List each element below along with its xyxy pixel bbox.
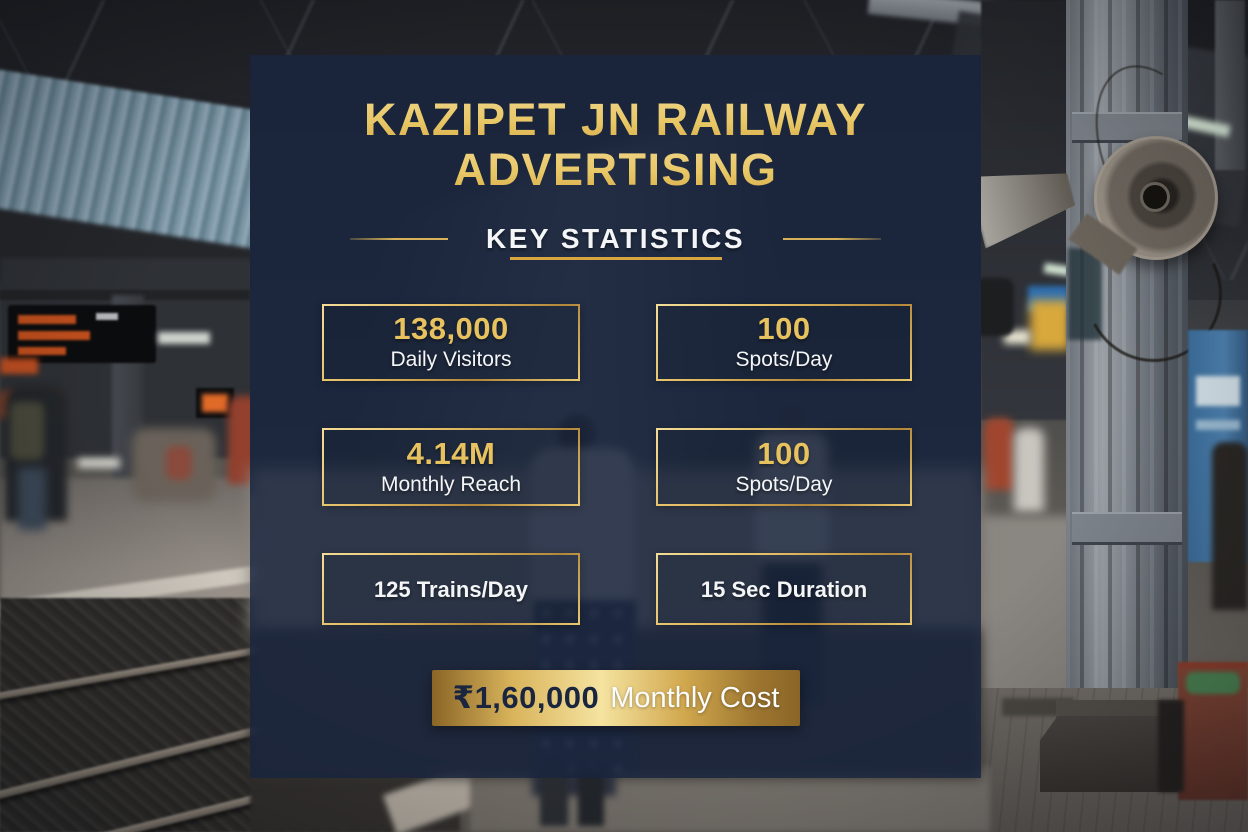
train-stripe <box>1196 420 1240 430</box>
led-clock-digits <box>96 313 118 320</box>
subtitle-text: KEY STATISTICS <box>485 223 746 254</box>
subtitle-underline <box>509 257 722 260</box>
led-text-row <box>18 347 66 355</box>
passenger-silhouette <box>984 418 1014 490</box>
stat-label: 15 Sec Duration <box>700 576 868 602</box>
stat-value: 100 <box>757 435 811 471</box>
passenger-silhouette <box>18 468 46 530</box>
stat-value: 138,000 <box>393 311 509 346</box>
walking-passenger <box>1212 442 1248 610</box>
led-text-row <box>18 315 76 324</box>
pillar-paint-patch <box>1068 248 1102 340</box>
stat-value: 100 <box>757 311 811 346</box>
stats-grid: 138,000 Daily Visitors 100 Spots/Day 4.1… <box>322 304 912 625</box>
led-text-row <box>18 331 90 340</box>
led-sign-glow <box>0 358 38 374</box>
fluorescent-light <box>78 458 120 468</box>
fluorescent-light <box>158 332 210 344</box>
stat-box-monthly-reach: 4.14M Monthly Reach <box>322 428 580 506</box>
subtitle-row: KEY STATISTICS <box>250 219 981 259</box>
cost-banner: ₹1,60,000 Monthly Cost <box>432 670 800 726</box>
stat-label: Spots/Day <box>735 472 833 496</box>
dark-box <box>1158 700 1184 792</box>
stat-box-spot-duration: 15 Sec Duration <box>656 553 912 625</box>
stat-label: Monthly Reach <box>380 472 522 496</box>
backpack <box>10 402 44 460</box>
coach-indicator-board <box>196 388 234 418</box>
cost-amount: ₹1,60,000 <box>452 680 600 715</box>
stat-label: Spots/Day <box>735 348 833 371</box>
stat-box-daily-visitors: 138,000 Daily Visitors <box>322 304 580 381</box>
pillar-strap <box>1072 512 1182 545</box>
title-line-2: ADVERTISING <box>250 145 981 195</box>
stat-box-spots-per-day-1: 100 Spots/Day <box>656 304 912 381</box>
stats-panel: KAZIPET JN RAILWAY ADVERTISING KEY STATI… <box>250 55 981 778</box>
stat-label: Daily Visitors <box>390 348 512 371</box>
stat-label: 125 Trains/Day <box>373 576 529 602</box>
title-line-1: KAZIPET JN RAILWAY <box>250 95 981 145</box>
cost-banner-label: Monthly Cost <box>610 681 780 714</box>
seated-passenger <box>166 446 192 480</box>
train-headlight-glow <box>1030 300 1070 350</box>
passenger-silhouette <box>1014 428 1044 512</box>
loudspeaker-driver <box>1140 182 1170 212</box>
stat-box-spots-per-day-2: 100 Spots/Day <box>656 428 912 506</box>
subtitle-rule-right <box>783 238 882 240</box>
train-window <box>1196 376 1240 406</box>
roof-column <box>1215 0 1245 170</box>
green-rope <box>1186 672 1240 694</box>
stat-value: 4.14M <box>406 435 496 471</box>
stat-box-trains-per-day: 125 Trains/Day <box>322 553 580 625</box>
subtitle-rule-left <box>349 238 448 240</box>
poster-title: KAZIPET JN RAILWAY ADVERTISING <box>250 95 981 195</box>
